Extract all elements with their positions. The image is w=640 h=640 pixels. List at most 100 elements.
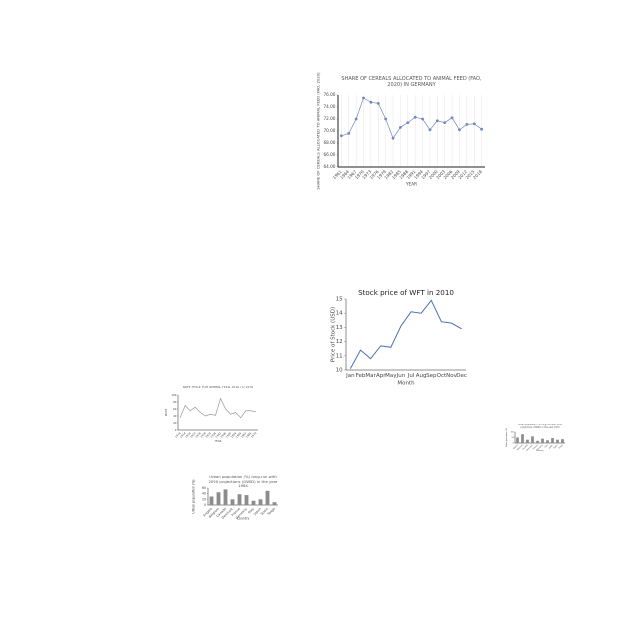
y-axis-label: SHARE OF CEREALS ALLOCATED TO ANIMAL FEE… xyxy=(316,72,321,190)
chart: RAPE PRICE FOR ANIMAL FEED 1910 TO 1970 0… xyxy=(164,386,258,443)
bar xyxy=(272,502,277,505)
y-tick-label: 76.00 xyxy=(323,92,335,97)
x-tick-label: 1934 xyxy=(204,431,212,439)
x-axis-label: Country xyxy=(237,516,250,520)
marker xyxy=(384,117,388,121)
x-tick-label: Oct xyxy=(437,373,447,379)
x-tick-label: 1966 xyxy=(245,431,253,439)
x-tick-label: Jul xyxy=(407,373,415,379)
title-box: Urban population (%) long-run with 2050 … xyxy=(517,424,563,429)
x-tick-label: Denmark xyxy=(526,443,535,452)
x-tick-label: 2006 xyxy=(442,169,453,180)
x-tick-label: Angola xyxy=(202,507,213,518)
y-tick-label: 50 xyxy=(512,437,515,439)
x-axis-label: YEAR xyxy=(215,439,222,443)
marker xyxy=(406,121,410,124)
x-tick-label: Dec xyxy=(456,373,467,379)
x-tick-label: Jan xyxy=(345,373,355,379)
marker xyxy=(354,117,358,121)
y-tick-label: 10 xyxy=(336,368,343,374)
y-tick-label: 72.00 xyxy=(323,116,335,121)
x-tick-label: 1973 xyxy=(361,169,372,180)
x-axis-label: Month xyxy=(397,381,415,387)
bar xyxy=(216,492,221,505)
x-tick-label: 2003 xyxy=(435,169,446,180)
x-tick-label: 1958 xyxy=(235,431,243,439)
x-tick-label: Canada xyxy=(216,507,227,518)
x-tick-label: 1970 xyxy=(250,431,258,439)
x-tick-label: Jun xyxy=(396,373,406,379)
x-tick-label: Germany xyxy=(536,443,545,452)
chart: SHARE OF CEREALS ALLOCATED TO ANIMAL FEE… xyxy=(316,72,485,190)
bar xyxy=(526,439,529,443)
x-tick-label: 1976 xyxy=(369,169,380,180)
x-tick-label: 1982 xyxy=(383,169,394,180)
marker xyxy=(399,126,402,129)
bar xyxy=(237,494,242,505)
x-tick-label: 1979 xyxy=(376,169,387,180)
x-tick-label: 1985 xyxy=(391,169,402,180)
bar xyxy=(265,490,270,505)
y-tick-label: 0 xyxy=(204,503,206,507)
marker xyxy=(347,132,351,135)
x-tick-label: Angola xyxy=(512,444,519,451)
x-tick-label: 2018 xyxy=(472,169,483,180)
x-tick-label: 1946 xyxy=(219,431,227,439)
bar xyxy=(244,495,249,505)
x-tick-label: Sep xyxy=(426,373,437,379)
bar xyxy=(209,496,214,505)
x-axis-label: Country xyxy=(536,449,544,452)
bar xyxy=(561,439,564,443)
y-tick-label: 74.00 xyxy=(323,104,335,109)
bar xyxy=(531,436,534,443)
title-box: Stock price of WFT in 2010 xyxy=(358,289,454,297)
chart: Urban population (%) long-run with 2050 … xyxy=(191,475,278,520)
chart: Urban population (%) long-run with 2050 … xyxy=(505,424,565,452)
x-tick-label: 1988 xyxy=(398,169,409,180)
y-tick-label: 60 xyxy=(173,407,177,411)
x-tick-label: 1991 xyxy=(406,169,417,180)
x-axis-label: YEAR xyxy=(405,182,417,187)
marker xyxy=(450,116,454,120)
y-tick-label: 100 xyxy=(171,393,176,397)
x-tick-label: 1942 xyxy=(214,431,222,439)
y-tick-label: 40 xyxy=(202,492,206,496)
y-tick-label: 20 xyxy=(202,497,206,501)
y-tick-label: 68.00 xyxy=(323,140,335,145)
x-tick-label: 1918 xyxy=(184,431,192,439)
marker xyxy=(465,123,469,126)
x-tick-label: France xyxy=(532,443,539,450)
y-tick-label: 15 xyxy=(336,297,343,303)
chart: Stock price of WFT in 2010101112131415Ja… xyxy=(330,289,467,387)
x-tick-label: France xyxy=(231,507,241,517)
y-tick-label: 13 xyxy=(336,325,343,331)
chart-title: Urban population (%) long-run with 2050 … xyxy=(208,475,278,487)
x-tick-label: 1926 xyxy=(194,431,202,439)
x-tick-label: Nov xyxy=(446,373,457,379)
y-axis-label: PRICE xyxy=(164,408,168,416)
x-tick-label: 1922 xyxy=(189,431,197,439)
x-tick-label: 1950 xyxy=(225,431,233,439)
y-tick-label: 12 xyxy=(336,339,343,345)
title-box: Urban population (%) long-run with 2050 … xyxy=(208,475,278,487)
y-tick-label: 14 xyxy=(336,311,343,317)
marker xyxy=(391,136,395,140)
x-tick-label: 2000 xyxy=(428,169,439,180)
x-tick-label: 1914 xyxy=(179,431,187,439)
x-tick-label: 1938 xyxy=(209,431,217,439)
y-tick-label: 20 xyxy=(173,421,177,425)
x-tick-label: Tonga xyxy=(558,444,563,449)
title-box: RAPE PRICE FOR ANIMAL FEED 1910 TO 1970 xyxy=(183,386,254,389)
x-tick-label: 1994 xyxy=(413,169,424,180)
chart-title: SHARE OF CEREALS ALLOCATED TO ANIMAL FEE… xyxy=(341,76,482,89)
x-tick-label: Tonga xyxy=(266,507,276,517)
data-line xyxy=(349,299,462,369)
chart-title: Urban population (%) long-run with 2050 … xyxy=(517,424,563,429)
x-tick-label: Spain xyxy=(260,507,269,516)
bar xyxy=(516,437,519,443)
marker xyxy=(443,121,447,124)
x-tick-label: Feb xyxy=(356,373,366,379)
y-tick-label: 80 xyxy=(173,400,177,404)
x-tick-label: 2009 xyxy=(450,169,461,180)
